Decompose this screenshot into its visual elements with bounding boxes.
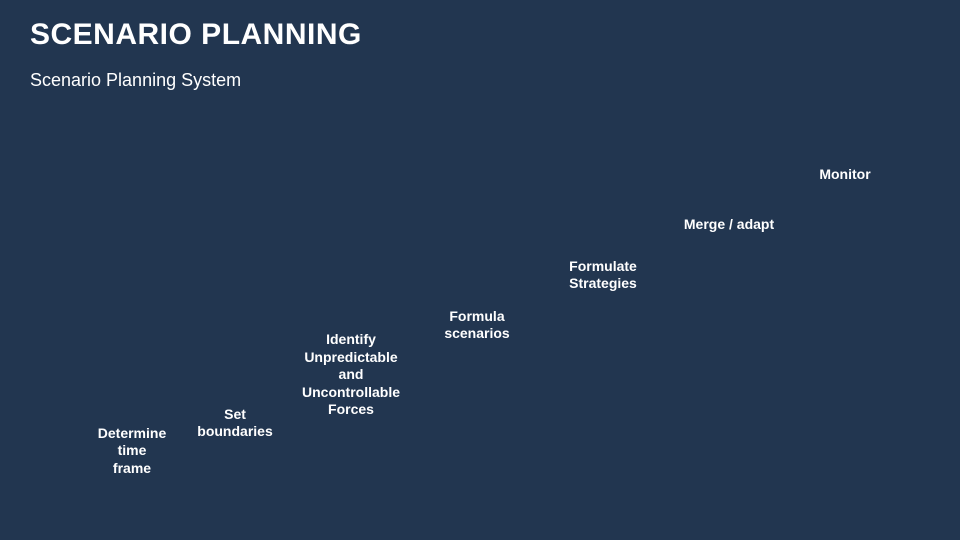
slide-title: SCENARIO PLANNING <box>30 18 362 52</box>
bar-label-1: Set boundaries <box>192 363 278 483</box>
bar-label-5: Merge / adapt <box>676 165 782 285</box>
bar-label-0: Determine time frame <box>92 407 172 495</box>
bar-label-3: Formula scenarios <box>424 265 530 385</box>
bar-label-4: Formulate Strategies <box>550 215 656 335</box>
bar-label-6: Monitor <box>802 115 888 235</box>
slide-subtitle: Scenario Planning System <box>30 70 241 91</box>
bar-label-2: Identify Unpredictable and Uncontrollabl… <box>298 315 404 435</box>
